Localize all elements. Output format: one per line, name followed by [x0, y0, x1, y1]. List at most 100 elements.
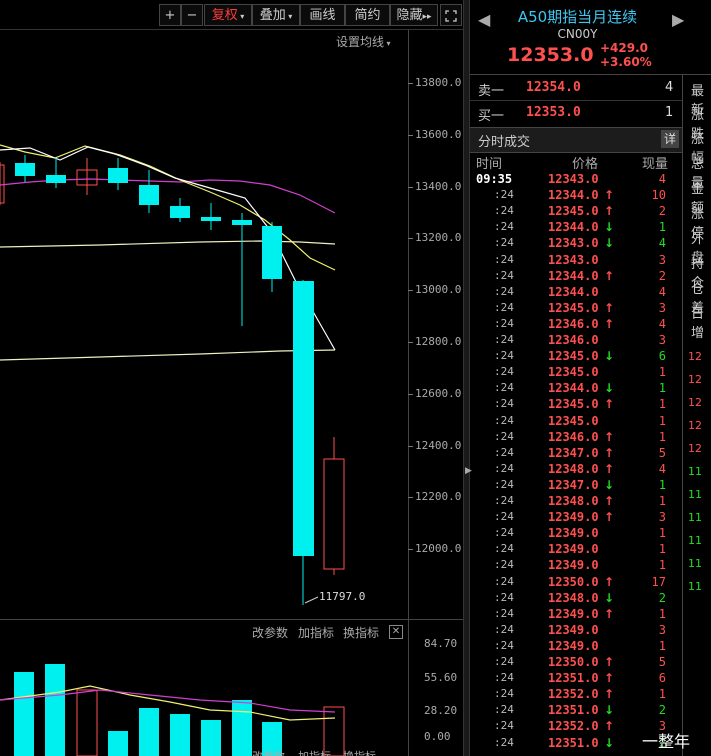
tick-row: :24 12344.0 ↓ 1 — [470, 219, 682, 235]
tick-volume: 5 — [658, 445, 666, 460]
tick-row: :24 12345.0 ↓ 6 — [470, 348, 682, 364]
tick-volume: 2 — [658, 204, 666, 219]
arrow-up-icon: ↑ — [604, 606, 615, 621]
quote-field-label: 总量 — [691, 157, 705, 191]
tick-time: :24 — [494, 735, 514, 749]
tick-price: 12345.0 — [548, 365, 599, 380]
tick-row: :24 12343.0 3 — [470, 252, 682, 268]
next-contract-button[interactable]: ▶ — [672, 10, 685, 29]
tick-price: 12349.0 — [548, 510, 599, 525]
tick-volume: 4 — [658, 316, 666, 331]
price-axis-divider — [408, 30, 409, 756]
subpane-divider — [0, 619, 463, 620]
volume-ma-magenta — [0, 689, 336, 713]
tick-price: 12345.0 — [548, 397, 599, 412]
fuquan-dropdown[interactable]: 复权 ▾ — [204, 4, 252, 26]
tick-row: :24 12349.0 ↑ 1 — [470, 606, 682, 622]
tick-volume: 6 — [658, 349, 666, 364]
tick-row: :24 12344.0 ↓ 1 — [470, 380, 682, 396]
arrow-up-icon: ↑ — [604, 671, 615, 686]
tick-price: 12349.0 — [548, 526, 599, 541]
tick-time: :24 — [494, 687, 514, 701]
zoom-out-button[interactable]: − — [181, 4, 203, 26]
price-tick-mark — [408, 290, 413, 292]
sell1-price: 12354.0 — [526, 80, 581, 95]
side-values: 12 12 12 12 12 11 11 11 11 11 11 — [688, 350, 702, 593]
panel-splitter[interactable]: ▶ — [463, 0, 472, 756]
tick-volume: 3 — [658, 300, 666, 315]
tick-time: :24 — [494, 268, 514, 282]
tick-price: 12350.0 — [548, 574, 599, 589]
tick-price: 12352.0 — [548, 687, 599, 702]
tick-row: :24 12345.0 ↑ 1 — [470, 396, 682, 412]
tick-price: 12349.0 — [548, 622, 599, 637]
add-indicator-button-2[interactable]: 加指标 — [298, 748, 331, 756]
arrow-up-icon: ↑ — [604, 300, 615, 315]
zoom-in-button[interactable]: + — [159, 4, 181, 26]
huaxian-button[interactable]: 画线 — [300, 4, 345, 26]
tick-time: :24 — [494, 220, 514, 234]
tick-volume: 1 — [658, 494, 666, 508]
fullscreen-button[interactable] — [440, 4, 462, 26]
tick-volume: 1 — [658, 477, 666, 492]
jianyue-button[interactable]: 简约 — [345, 4, 390, 26]
ma-line-magenta — [0, 178, 336, 214]
tick-price: 12348.0 — [548, 461, 599, 476]
tick-price: 12343.0 — [548, 236, 599, 251]
tick-time: :24 — [494, 703, 514, 717]
tick-volume: 3 — [658, 333, 666, 347]
tick-row: :24 12345.0 ↑ 3 — [470, 300, 682, 316]
last-price: 12353.0 — [507, 44, 594, 66]
quote-field-label: 涨停 — [691, 207, 705, 241]
tick-volume: 1 — [658, 526, 666, 541]
tick-time: :24 — [494, 526, 514, 540]
tick-volume: 1 — [658, 638, 666, 653]
tick-time: :24 — [494, 316, 514, 330]
price-tick-label: 13200.0 — [415, 231, 462, 245]
change-indicator-button-2[interactable]: 换指标 — [343, 748, 376, 756]
tick-row: :24 12349.0 1 — [470, 638, 682, 654]
tick-volume: 1 — [658, 365, 666, 380]
ma-settings-button[interactable]: 设置均线 ▾ — [336, 33, 391, 50]
yincang-button[interactable]: 隐藏▸▸ — [390, 4, 438, 26]
add-indicator-button[interactable]: 加指标 — [298, 626, 335, 640]
price-tick-label: 13400.0 — [415, 179, 462, 193]
diejia-label: 叠加 — [259, 8, 286, 23]
volume-tick-label: 84.70 — [424, 637, 458, 650]
tick-volume: 4 — [658, 236, 666, 251]
quote-field-label: 金额 — [691, 182, 705, 216]
volume-tick-label: 28.20 — [424, 704, 458, 717]
edit-params-button[interactable]: 改参数 — [252, 626, 289, 640]
yincang-label: 隐藏 — [396, 8, 423, 23]
tick-volume: 2 — [658, 735, 666, 750]
collapse-arrow-icon[interactable]: ▶ — [465, 466, 472, 476]
kline-chart-panel[interactable]: + − 复权 ▾ 叠加 ▾ 画线 简约 隐藏▸▸ 设置均线 ▾ 13800.0 1… — [0, 0, 463, 756]
close-icon[interactable]: ✕ — [389, 625, 403, 639]
volume-tick-label: 55.60 — [424, 671, 458, 684]
tick-volume: 4 — [658, 172, 666, 186]
tick-volume: 3 — [658, 622, 666, 637]
edit-params-button-2[interactable]: 改参数 — [252, 748, 285, 756]
chevron-down-icon: ▾ — [285, 12, 293, 21]
ma-line-yellow — [0, 144, 336, 271]
tick-price: 12349.0 — [548, 638, 599, 653]
price-tick-label: 12400.0 — [415, 438, 462, 452]
divider — [470, 74, 711, 75]
tick-time: :24 — [494, 655, 514, 668]
tick-volume: 1 — [658, 558, 666, 573]
diejia-dropdown[interactable]: 叠加 ▾ — [252, 4, 300, 26]
tick-row: :24 12348.0 ↑ 4 — [470, 461, 682, 477]
ticks-detail-button[interactable]: 详 — [661, 130, 679, 148]
tick-price: 12350.0 — [548, 655, 599, 669]
tick-price: 12351.0 — [548, 703, 599, 718]
tick-volume: 17 — [651, 574, 666, 589]
ticks-title: 分时成交 — [478, 135, 531, 150]
change-indicator-button[interactable]: 换指标 — [343, 626, 380, 640]
arrow-up-icon: ↑ — [604, 316, 615, 331]
tick-time: :24 — [494, 365, 514, 379]
tick-row: :24 12351.0 ↑ 6 — [470, 670, 682, 686]
prev-contract-button[interactable]: ◀ — [478, 10, 491, 29]
tick-volume: 2 — [658, 268, 666, 283]
arrow-up-icon: ↑ — [604, 719, 615, 734]
price-tick-label: 12600.0 — [415, 386, 462, 400]
